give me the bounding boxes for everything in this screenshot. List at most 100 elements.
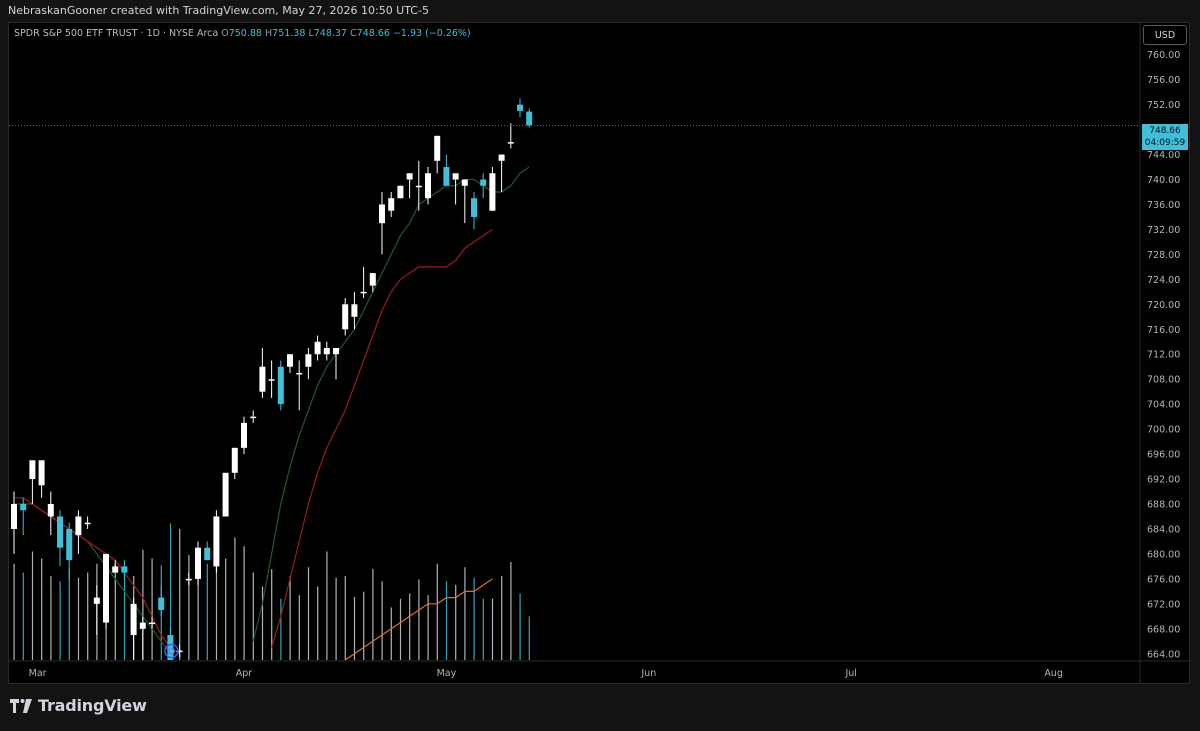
volume-bar (87, 572, 89, 660)
close-value: 748.66 (356, 28, 390, 39)
y-tick-label: 664.00 (1147, 649, 1180, 660)
candle-body (121, 566, 128, 573)
y-tick-label: 708.00 (1147, 375, 1180, 386)
volume-bar (445, 581, 448, 660)
x-tick-label: Mar (29, 668, 47, 679)
tradingview-logo-icon (10, 698, 32, 713)
last-price-badge: 748.66 04:09:59 (1142, 124, 1188, 150)
candle-body (204, 547, 211, 561)
volume-bar (31, 551, 34, 660)
volume-bar (390, 607, 392, 660)
volume-bar (280, 598, 282, 660)
volume-bar (298, 595, 300, 660)
y-tick-label: 676.00 (1147, 574, 1180, 585)
candle-body (139, 622, 146, 629)
high-value: 751.38 (272, 28, 306, 39)
candle-body (250, 416, 257, 419)
volume-bar (353, 597, 356, 660)
candle-body (388, 198, 395, 211)
candle-body (489, 173, 496, 211)
y-tick-label: 672.00 (1147, 599, 1180, 610)
volume-bar (59, 581, 61, 660)
volume-bar (418, 579, 420, 660)
candle-body (314, 341, 321, 355)
candle-body (425, 173, 431, 199)
candle-body (268, 379, 275, 381)
symbol-title[interactable]: SPDR S&P 500 ETF TRUST · 1D · NYSE Arca (14, 28, 219, 39)
candle-body (369, 273, 376, 286)
volume-bar (243, 546, 245, 660)
candle-body (231, 447, 238, 473)
candle-body (461, 179, 468, 186)
candle-body (415, 185, 422, 188)
y-tick-label: 760.00 (1147, 50, 1180, 61)
volume-bar (464, 567, 466, 660)
candle-body (259, 366, 266, 392)
y-tick-label: 684.00 (1147, 524, 1180, 535)
candle-body (130, 603, 137, 636)
volume-bar (22, 572, 24, 660)
y-tick-label: 696.00 (1147, 450, 1180, 461)
candle-body (323, 348, 330, 355)
candle-body (277, 366, 284, 405)
y-tick-label: 704.00 (1147, 400, 1180, 411)
candle-body (213, 516, 220, 567)
volume-bar (151, 558, 153, 660)
volume-bar (169, 523, 172, 660)
candle-body (305, 354, 312, 367)
y-tick-label: 668.00 (1147, 624, 1180, 635)
candle-body (112, 566, 119, 573)
volume-bar (363, 591, 365, 660)
moving-average-line (14, 228, 493, 655)
candle-body (185, 578, 192, 581)
candle-body (38, 460, 45, 486)
candle-body (406, 173, 413, 180)
x-tick-label: Apr (236, 668, 253, 679)
dividend-marker-icon (164, 643, 179, 659)
candle-body (526, 111, 533, 126)
volume-bar (409, 593, 411, 660)
candle-body (296, 372, 303, 375)
volume-bar (335, 577, 337, 660)
candle-body (195, 547, 201, 579)
chart-attribution: NebraskanGooner created with TradingView… (8, 4, 429, 17)
candle-body (241, 422, 247, 448)
volume-bar (215, 551, 218, 660)
chart-area[interactable] (8, 22, 1190, 684)
y-tick-label: 716.00 (1147, 325, 1180, 336)
change-value: −1.93 (−0.26%) (392, 28, 471, 39)
candle-body (471, 198, 477, 217)
candle-body (93, 597, 100, 604)
volume-bar (399, 598, 402, 660)
candle-body (47, 504, 54, 517)
symbol-legend[interactable]: SPDR S&P 500 ETF TRUST · 1D · NYSE Arca … (14, 28, 471, 39)
volume-bar (271, 569, 273, 660)
y-tick-label: 712.00 (1147, 350, 1180, 361)
candle-body (11, 504, 17, 529)
dividend-marker-label: D (168, 648, 175, 658)
candle-body (75, 516, 82, 536)
moving-average-line (344, 578, 493, 661)
bar-countdown: 04:09:59 (1144, 138, 1186, 148)
volume-bar (114, 563, 116, 660)
volume-bar (344, 576, 346, 660)
high-label: H (265, 28, 273, 39)
y-tick-label: 700.00 (1147, 425, 1180, 436)
volume-bar (427, 595, 429, 660)
candle-body (176, 650, 183, 653)
candle-body (517, 104, 523, 111)
footer-brand[interactable]: TradingView (10, 696, 147, 715)
x-tick-label: Aug (1044, 668, 1063, 679)
candle-body (379, 204, 385, 224)
volume-bar (482, 598, 484, 660)
volume-bar (381, 581, 383, 660)
candle-body (507, 142, 514, 144)
y-tick-label: 740.00 (1147, 175, 1180, 186)
currency-button[interactable]: USD (1143, 25, 1187, 45)
candle-body (498, 154, 505, 161)
volume-bar (307, 567, 310, 660)
volume-bar (252, 572, 254, 660)
volume-bar (436, 563, 438, 660)
volume-bar (13, 563, 15, 660)
